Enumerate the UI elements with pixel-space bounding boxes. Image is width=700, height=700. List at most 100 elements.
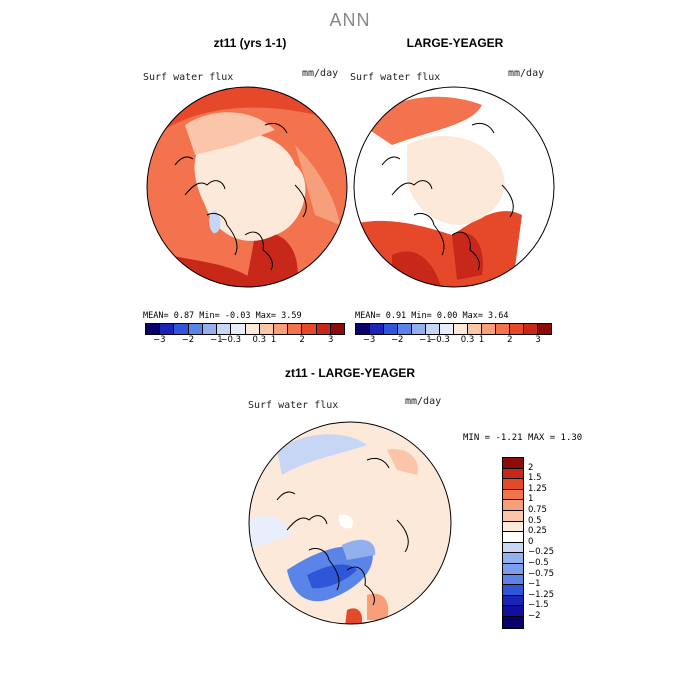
colorbar-swatch (482, 324, 496, 334)
colorbar-swatch (426, 324, 440, 334)
panel-2-polar-map (353, 86, 555, 288)
colorbar-tick-label: 0.25 (528, 526, 547, 537)
panel-3-stats: MIN = -1.21 MAX = 1.30 (463, 433, 583, 443)
colorbar-swatch (454, 324, 468, 334)
colorbar-swatch (356, 324, 370, 334)
colorbar-tick-label: −0.3 (429, 335, 450, 345)
colorbar-swatch (231, 324, 246, 334)
colorbar-tick-label: 0 (528, 536, 534, 547)
colorbar-tick-label: −2 (181, 335, 195, 345)
colorbar-swatch (302, 324, 317, 334)
colorbar-swatch (398, 324, 412, 334)
colorbar-tick-label: 1.25 (528, 483, 547, 494)
colorbar-swatch (524, 324, 538, 334)
colorbar-swatch (503, 595, 523, 607)
colorbar-tick-label: 2 (299, 335, 305, 345)
panel-1-colorbar-swatches (145, 323, 345, 335)
panel-3-variable: Surf water flux (248, 400, 339, 411)
colorbar-swatch (288, 324, 303, 334)
colorbar-swatch (503, 479, 523, 490)
colorbar-swatch (468, 324, 482, 334)
colorbar-swatch (503, 542, 523, 554)
colorbar-swatch (503, 574, 523, 586)
colorbar-tick-label: 0.3 (460, 335, 475, 345)
panel-2-colorbar-swatches (355, 323, 552, 335)
colorbar-tick-label: 1.5 (528, 473, 542, 484)
colorbar-tick-label: −0.5 (528, 558, 549, 568)
colorbar-tick-label: −2 (390, 335, 404, 345)
colorbar-swatch (503, 585, 523, 596)
colorbar-tick-label: −1 (210, 335, 223, 345)
colorbar-tick-label: −1 (419, 335, 432, 345)
panel-2-units: mm/day (508, 68, 545, 79)
colorbar-swatch (245, 324, 260, 334)
colorbar-swatch (273, 324, 289, 334)
colorbar-tick-label: −0.75 (528, 568, 555, 579)
panel-1-units: mm/day (302, 68, 339, 79)
colorbar-tick-label: 1 (528, 494, 534, 505)
panel-2-variable: Surf water flux (350, 72, 441, 83)
panel-3-colorbar-ticks: 2 1.5 1.25 1 0.75 0.5 0.25 0 −0.25 −0.5 −0.75 −1 −1.… (528, 457, 568, 627)
colorbar-swatch (503, 489, 523, 501)
panel-1-polar-map (146, 86, 348, 288)
colorbar-tick-label: −1.5 (528, 600, 549, 611)
colorbar-swatch (370, 324, 384, 334)
colorbar-swatch (503, 521, 523, 533)
colorbar-tick-label: 3 (535, 335, 541, 345)
colorbar-swatch (503, 458, 523, 469)
colorbar-tick-label: 0.75 (528, 505, 547, 515)
panel-3-polar-map (248, 421, 452, 625)
panel-3-colorbar (502, 457, 524, 629)
colorbar-swatch (188, 324, 203, 334)
colorbar-tick-label: −0.25 (528, 547, 555, 558)
colorbar-swatch (503, 500, 523, 511)
panel-2-colorbar: −3 −2 −1 −0.3 0.3 1 2 3 (355, 323, 552, 347)
colorbar-tick-label: −0.3 (220, 335, 242, 345)
colorbar-swatch (503, 468, 523, 480)
panel-2-colorbar-ticks: −3 −2 −1 −0.3 0.3 1 2 3 (355, 335, 552, 347)
colorbar-swatch (259, 324, 274, 334)
panel-1-title: zt11 (yrs 1-1) (213, 36, 287, 50)
colorbar-swatch (146, 324, 161, 334)
panel-1-variable: Surf water flux (143, 72, 234, 83)
colorbar-swatch (503, 606, 523, 617)
panel-1-colorbar-ticks: −3 −2 −1 −0.3 0.3 1 2 3 (145, 335, 345, 347)
colorbar-tick-label: 1 (478, 335, 485, 345)
colorbar-swatch (510, 324, 524, 334)
colorbar-tick-label: 3 (327, 335, 334, 345)
panel-2-stats: MEAN= 0.91 Min= 0.00 Max= 3.64 (355, 311, 509, 321)
colorbar-tick-label: −1.25 (528, 589, 555, 600)
colorbar-swatch (496, 324, 510, 334)
colorbar-tick-label: −1 (528, 579, 541, 590)
colorbar-swatch (440, 324, 454, 334)
colorbar-swatch (202, 324, 218, 334)
colorbar-swatch (160, 324, 175, 334)
colorbar-swatch (503, 532, 523, 543)
panel-2-title: LARGE-YEAGER (406, 36, 504, 50)
colorbar-tick-label: −3 (362, 335, 376, 345)
colorbar-swatch (217, 324, 232, 334)
figure-title: ANN (329, 10, 371, 30)
colorbar-tick-label: 2 (528, 462, 534, 473)
panel-3-colorbar-swatches (502, 457, 524, 629)
colorbar-swatch (503, 563, 523, 575)
colorbar-tick-label: −3 (153, 335, 166, 345)
colorbar-tick-label: 0.5 (528, 515, 542, 526)
colorbar-tick-label: 0.3 (252, 335, 267, 345)
colorbar-swatch (538, 324, 551, 334)
colorbar-swatch (174, 324, 189, 334)
colorbar-swatch (503, 616, 523, 628)
colorbar-swatch (503, 553, 523, 564)
colorbar-tick-label: −2 (528, 611, 541, 621)
colorbar-swatch (384, 324, 398, 334)
colorbar-swatch (412, 324, 426, 334)
panel-3-title: zt11 - LARGE-YEAGER (284, 366, 416, 380)
panel-1-stats: MEAN= 0.87 Min= -0.03 Max= 3.59 (143, 311, 302, 321)
colorbar-swatch (316, 324, 331, 334)
panel-3-units: mm/day (405, 396, 442, 407)
colorbar-tick-label: 2 (507, 335, 513, 345)
panel-1-colorbar: −3 −2 −1 −0.3 0.3 1 2 3 (145, 323, 345, 347)
colorbar-swatch (330, 324, 345, 334)
colorbar-tick-label: 1 (270, 335, 277, 345)
colorbar-swatch (503, 510, 523, 522)
